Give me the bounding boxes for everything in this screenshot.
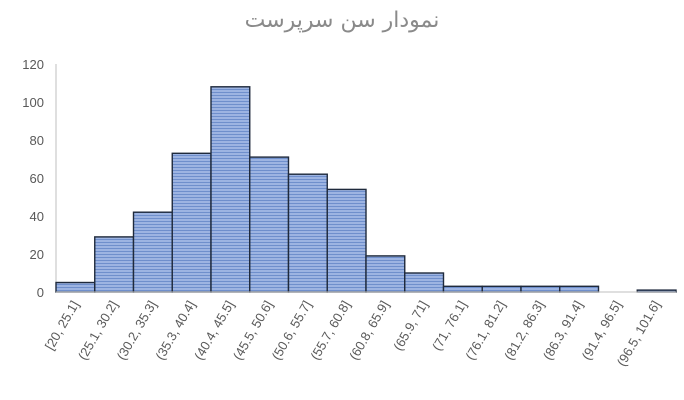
histogram-bar — [287, 173, 328, 293]
histogram-bar — [249, 156, 290, 293]
histogram-bar — [520, 285, 561, 293]
histogram-bar — [365, 255, 406, 293]
histogram-bar — [326, 188, 367, 293]
y-tick-label: 20 — [30, 247, 44, 262]
x-axis: [20, 25.1](25.1, 30.2](30.2, 35.3](35.3,… — [42, 291, 676, 369]
y-tick-label: 120 — [22, 57, 44, 72]
y-axis: 0 20 40 60 80 100 120 — [22, 57, 57, 300]
x-tick-label: (60.8, 65.9] — [346, 298, 392, 362]
y-tick-label: 0 — [37, 285, 44, 300]
bars-group — [55, 86, 677, 293]
histogram-bar — [132, 211, 173, 293]
y-tick-label: 60 — [30, 171, 44, 186]
y-tick-label: 80 — [30, 133, 44, 148]
histogram-bar — [210, 86, 251, 293]
y-tick-label: 40 — [30, 209, 44, 224]
x-tick-label: [20, 25.1] — [42, 298, 82, 352]
histogram-bar — [171, 152, 212, 293]
histogram-bar — [94, 236, 135, 293]
histogram-bar — [481, 285, 522, 293]
y-tick-label: 100 — [22, 95, 44, 110]
x-tick-label: (65.9, 71] — [390, 298, 430, 353]
histogram-bar — [404, 272, 445, 293]
histogram-bar — [55, 281, 96, 293]
histogram-bar — [559, 285, 600, 293]
x-tick-label: (71, 76.1] — [429, 298, 469, 353]
histogram-bar — [442, 285, 483, 293]
chart-title: نمودار سن سرپرست — [244, 8, 440, 33]
